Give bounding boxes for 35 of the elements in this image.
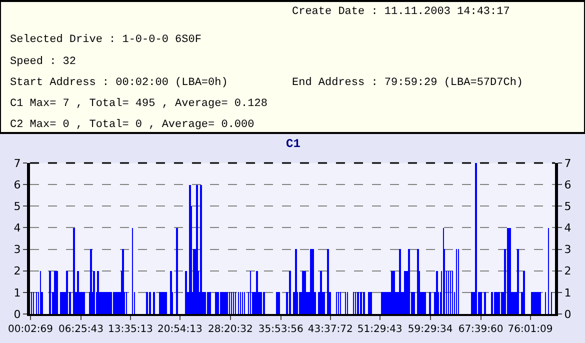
y-tick-label: 3 xyxy=(14,243,21,256)
x-tick-label: 00:02:69 xyxy=(8,324,53,335)
x-tick-label: 51:29:43 xyxy=(357,324,402,335)
text: Create Date : 11.11.2003 14:43:17 xyxy=(292,6,510,18)
text: C2 Max= 0 , Total= 0 , Average= 0.000 xyxy=(10,119,254,131)
text: End Address : 79:59:29 (LBA=57D7Ch) xyxy=(292,77,524,89)
x-tick-label: 59:29:34 xyxy=(408,324,453,335)
y-tick-label: 2 xyxy=(14,264,21,278)
x-tick-label: 35:53:56 xyxy=(258,324,304,335)
text: Start Address : 00:02:00 (LBA=0h) xyxy=(10,77,228,89)
y-tick-label: 1 xyxy=(14,286,21,300)
y2-tick-label: 5 xyxy=(564,200,572,213)
chart-title: C1 xyxy=(286,137,300,151)
y-tick-label: 5 xyxy=(14,200,21,213)
y2-tick-label: 1 xyxy=(564,286,572,300)
y2-tick-label: 7 xyxy=(564,156,572,170)
text: Selected Drive : 1-0-0-0 6S0F xyxy=(10,34,202,46)
x-tick-label: 43:37:72 xyxy=(308,324,353,335)
x-tick-label: 20:54:13 xyxy=(157,324,202,335)
y-tick-label: 0 xyxy=(14,308,21,321)
y2-tick-label: 3 xyxy=(564,243,572,256)
y-tick-label: 4 xyxy=(14,222,21,235)
y-tick-label: 6 xyxy=(14,178,21,192)
y2-tick-label: 6 xyxy=(564,178,572,192)
y2-tick-label: 4 xyxy=(564,222,572,235)
x-tick-label: 06:25:43 xyxy=(58,324,104,335)
y2-tick-label: 0 xyxy=(564,308,572,321)
x-tick-label: 67:39:60 xyxy=(458,324,504,335)
y2-tick-label: 2 xyxy=(564,264,572,278)
x-tick-label: 76:01:09 xyxy=(508,324,553,335)
x-tick-label: 28:20:32 xyxy=(208,324,253,335)
text: Speed : 32 xyxy=(10,56,76,68)
x-tick-label: 13:35:13 xyxy=(108,324,153,335)
text: C1 Max= 7 , Total= 495 , Average= 0.128 xyxy=(10,98,268,110)
y-tick-label: 7 xyxy=(14,156,21,170)
